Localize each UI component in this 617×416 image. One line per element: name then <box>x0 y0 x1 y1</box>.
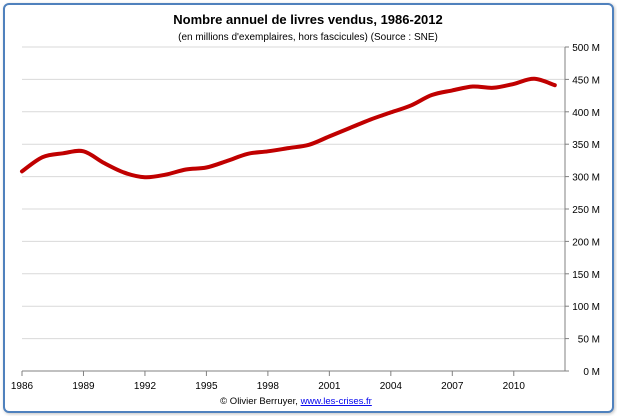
data-point <box>266 149 270 153</box>
x-tick-label: 1995 <box>195 381 218 392</box>
data-point <box>327 134 331 138</box>
data-point <box>122 171 126 175</box>
x-tick-label: 2004 <box>380 381 403 392</box>
y-tick-label: 150 M <box>572 270 600 281</box>
y-tick-label: 350 M <box>572 140 600 151</box>
data-point <box>204 166 208 170</box>
credit-text: © Olivier Berruyer, <box>220 396 300 407</box>
data-point <box>102 161 106 165</box>
data-point <box>348 126 352 130</box>
credit-link[interactable]: www.les-crises.fr <box>300 396 372 407</box>
data-point <box>184 167 188 171</box>
y-tick-label: 50 M <box>578 335 600 346</box>
data-point <box>286 146 290 150</box>
data-point <box>20 169 24 173</box>
y-tick-label: 0 M <box>583 367 600 378</box>
data-point <box>245 152 249 156</box>
data-point <box>225 159 229 163</box>
x-tick-label: 1992 <box>134 381 157 392</box>
gridlines <box>22 46 565 340</box>
y-tick-label: 500 M <box>572 43 600 54</box>
y-tick-label: 200 M <box>572 237 600 248</box>
x-tick-label: 1989 <box>72 381 95 392</box>
data-point <box>61 151 65 155</box>
axes: 0 M 50 M 100 M 150 M 200 M 250 M 300 M 350 M 400… <box>11 43 600 392</box>
data-point <box>307 143 311 147</box>
series <box>20 76 557 180</box>
y-tick-label: 300 M <box>572 173 600 184</box>
x-tick-label: 2001 <box>318 381 341 392</box>
data-point <box>368 118 372 122</box>
y-tick-label: 450 M <box>572 75 600 86</box>
x-tick-label: 2010 <box>503 381 526 392</box>
data-point <box>163 173 167 177</box>
data-point <box>471 85 475 89</box>
data-point <box>532 77 536 81</box>
data-point <box>450 88 454 92</box>
data-point <box>81 149 85 153</box>
footer-credit: © Olivier Berruyer, www.les-crises.fr <box>220 396 372 407</box>
y-tick-label: 100 M <box>572 302 600 313</box>
x-tick-label: 2007 <box>441 381 464 392</box>
data-point <box>143 175 147 179</box>
chart-subtitle: (en millions d'exemplaires, hors fascicu… <box>178 32 438 43</box>
y-tick-label: 400 M <box>572 108 600 119</box>
series-line <box>20 76 557 180</box>
y-tick-label: 250 M <box>572 205 600 216</box>
data-point <box>40 155 44 159</box>
data-point <box>389 110 393 114</box>
chart-title: Nombre annuel de livres vendus, 1986-201… <box>173 12 443 27</box>
data-point <box>512 82 516 86</box>
data-point <box>409 103 413 107</box>
chart-frame <box>3 3 614 413</box>
x-tick-label: 1986 <box>11 381 34 392</box>
x-tick-label: 1998 <box>257 381 280 392</box>
data-point <box>553 83 557 87</box>
data-point <box>430 93 434 97</box>
data-point <box>491 86 495 90</box>
